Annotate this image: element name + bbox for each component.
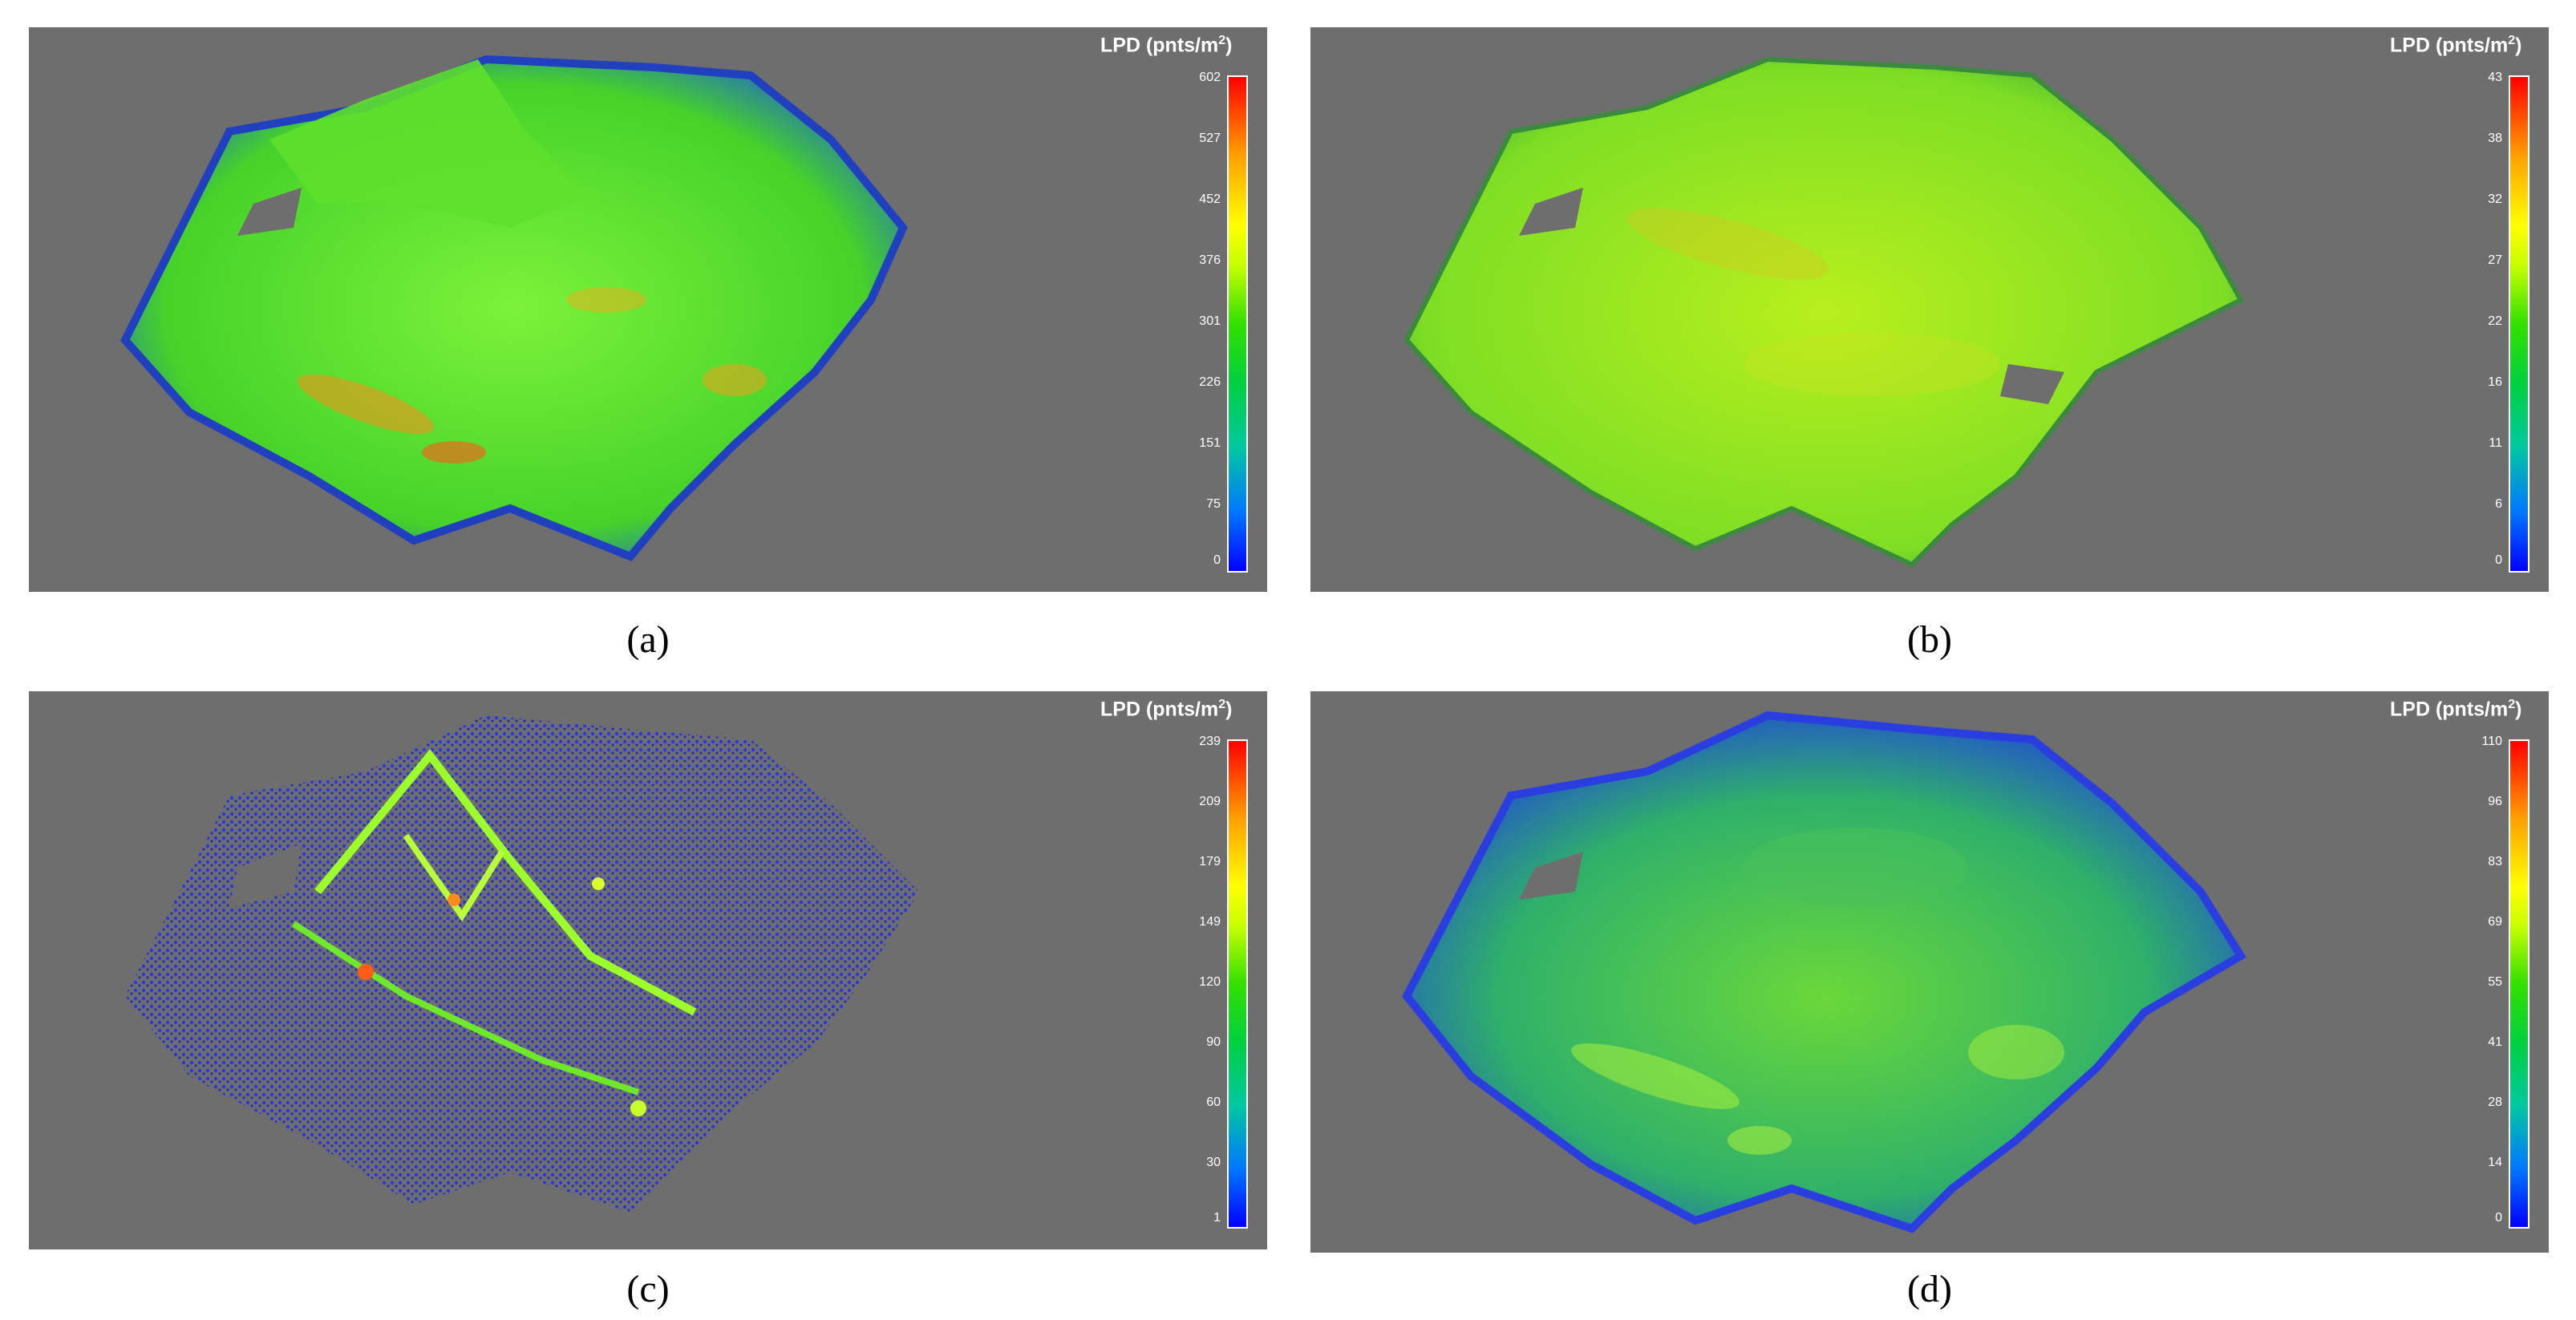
colorbar-tick: 27 [2488,253,2502,267]
colorbar-tick: 16 [2488,375,2502,389]
colorbar [1227,75,1248,573]
legend-title: LPD (pnts/m2) [2390,34,2522,57]
colorbar-tick: 0 [1213,553,1221,567]
colorbar-tick: 151 [1199,436,1221,450]
caption-c: (c) [626,1268,670,1310]
caption-b: (b) [1907,618,1952,661]
colorbar-tick: 14 [2488,1156,2502,1169]
colorbar-tick: 120 [1199,975,1221,989]
colorbar-tick: 0 [2495,1211,2502,1225]
point-cloud-a [120,55,908,561]
colorbar-tick: 22 [2488,314,2502,328]
panel-a: LPD (pnts/m2) 602 527 452 376 301 226 15… [29,27,1267,592]
point-cloud-b [1403,56,2245,568]
colorbar-tick: 55 [2488,975,2502,989]
colorbar-tick: 38 [2488,132,2502,145]
colorbar [2509,75,2529,573]
colorbar-tick: 149 [1199,915,1221,929]
colorbar-tick: 69 [2488,915,2502,929]
panel-d: LPD (pnts/m2) 110 96 83 69 55 41 28 14 0 [1310,691,2549,1253]
colorbar-tick: 1 [1213,1211,1221,1225]
colorbar-tick: 30 [1206,1156,1221,1169]
colorbar-tick: 376 [1199,253,1221,267]
caption-a: (a) [626,618,670,661]
panel-c: LPD (pnts/m2) 239 209 179 149 120 90 60 … [29,691,1267,1249]
colorbar-tick: 452 [1199,192,1221,206]
colorbar-tick: 75 [1206,497,1221,511]
colorbar-tick: 11 [2489,436,2502,450]
point-cloud-d [1402,711,2246,1233]
colorbar-tick: 96 [2488,795,2502,808]
colorbar [2509,739,2529,1229]
caption-d: (d) [1907,1268,1952,1310]
colorbar-tick: 32 [2488,192,2502,206]
colorbar-tick: 43 [2488,71,2502,84]
colorbar-tick: 83 [2488,855,2502,869]
legend-title: LPD (pnts/m2) [1100,34,1233,57]
colorbar-tick: 179 [1199,855,1221,869]
colorbar-tick: 6 [2495,497,2502,511]
colorbar-tick: 527 [1199,132,1221,145]
colorbar-tick: 0 [2495,553,2502,567]
colorbar-tick: 239 [1199,735,1221,748]
colorbar-tick: 602 [1199,71,1221,84]
colorbar-tick: 226 [1199,375,1221,389]
colorbar-tick: 90 [1206,1035,1221,1049]
colorbar-tick: 110 [2481,735,2502,748]
colorbar-tick: 28 [2488,1095,2502,1109]
point-cloud-c [125,715,919,1213]
colorbar-tick: 41 [2488,1035,2502,1049]
colorbar-tick: 209 [1199,795,1221,808]
panel-b: LPD (pnts/m2) 43 38 32 27 22 16 11 6 0 [1310,27,2549,592]
colorbar-tick: 301 [1199,314,1221,328]
colorbar-tick: 60 [1206,1095,1221,1109]
legend-title: LPD (pnts/m2) [2390,698,2522,721]
legend-title: LPD (pnts/m2) [1100,698,1233,721]
colorbar [1227,739,1248,1229]
